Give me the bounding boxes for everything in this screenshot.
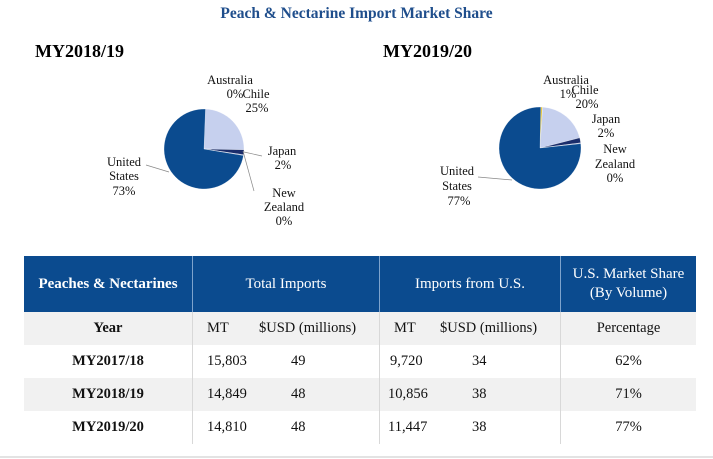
- label-australia-name: Australia: [207, 73, 253, 87]
- pie-title-2019-20: MY2019/20: [383, 41, 472, 61]
- subheader-year: Year: [24, 312, 193, 345]
- leader-us: [145, 164, 170, 173]
- row-total-usd: 49: [291, 353, 306, 369]
- label-us-name: United: [107, 155, 142, 169]
- leader-japan: [243, 151, 263, 157]
- row-share: 77%: [560, 411, 696, 444]
- row-total-usd: 48: [291, 419, 306, 435]
- row-us-mt: 10,856: [379, 378, 432, 411]
- subheader-us-mt: MT: [379, 312, 432, 345]
- label-japan-name: Japan: [268, 144, 297, 158]
- label-us-name2: States: [109, 169, 139, 183]
- pie-slice-chile: [203, 108, 245, 150]
- pie-slice-united-states: [498, 106, 582, 190]
- row-year: MY2017/18: [72, 353, 144, 369]
- pie-chart-2018-19: [163, 108, 245, 190]
- header-total-imports: Total Imports: [192, 256, 380, 312]
- row-share: 62%: [560, 345, 696, 378]
- label-nz-name: New: [272, 186, 296, 200]
- label-nz-name2: Zealand: [264, 200, 305, 214]
- row-us-mt: 9,720: [379, 345, 432, 378]
- row-us-mt: 11,447: [379, 411, 432, 444]
- pie1-labels: Australia 0% Chile 25% Japan 2% New Zeal…: [107, 73, 305, 228]
- table-row: MY2019/20 14,810 48 11,447 38 77%: [24, 411, 696, 444]
- row-total-mt: 14,849: [192, 378, 251, 411]
- label-us-value: 73%: [113, 184, 136, 198]
- label-japan-value: 2%: [598, 126, 615, 140]
- label-nz-value: 0%: [276, 214, 293, 228]
- header-row: Peaches & Nectarines Total Imports Impor…: [24, 256, 696, 312]
- label-australia-value: 0%: [227, 87, 244, 101]
- row-total-usd: 48: [251, 378, 380, 411]
- chart-title: Peach & Nectarine Import Market Share: [220, 5, 493, 22]
- label-australia-name: Australia: [543, 73, 589, 87]
- pie-title-2018-19: MY2018/19: [35, 41, 124, 61]
- table-row: MY2018/19 14,849 48 10,856 38 71%: [24, 378, 696, 411]
- label-us-name: United: [440, 164, 475, 178]
- label-japan-value: 2%: [275, 158, 292, 172]
- label-australia-value: 1%: [560, 87, 577, 101]
- label-nz-name: New: [603, 142, 627, 156]
- header-market-share-line1: U.S. Market Share: [572, 266, 685, 282]
- label-us-name2: States: [442, 179, 472, 193]
- subheader-percentage: Percentage: [560, 312, 696, 345]
- row-year: MY2019/20: [72, 419, 144, 435]
- pie2-labels: Australia 1% Chile 20% Japan 2% New Zeal…: [440, 73, 636, 208]
- bottom-divider: [0, 456, 713, 458]
- label-japan-name: Japan: [592, 112, 621, 126]
- row-us-usd: 34: [472, 353, 487, 369]
- label-nz-value: 0%: [607, 171, 624, 185]
- row-total-mt: 15,803: [192, 345, 251, 378]
- pie-slice-chile: [539, 106, 580, 149]
- row-year: MY2018/19: [24, 378, 193, 411]
- header-commodity: Peaches & Nectarines: [24, 256, 193, 312]
- label-nz-name2: Zealand: [595, 157, 636, 171]
- import-table: Peaches & Nectarines Total Imports Impor…: [24, 256, 696, 444]
- subheader-total-mt: MT: [192, 312, 251, 345]
- header-market-share: U.S. Market Share (By Volume): [560, 256, 696, 312]
- pie-charts: Australia 0% Chile 25% Japan 2% New Zeal…: [107, 73, 636, 228]
- leader-nz: [242, 150, 255, 192]
- label-chile-name: Chile: [242, 87, 270, 101]
- header-market-share-line2: (By Volume): [589, 285, 668, 301]
- subheader-us-usd: $USD (millions): [432, 312, 561, 345]
- row-share: 71%: [560, 378, 696, 411]
- header-imports-us: Imports from U.S.: [379, 256, 561, 312]
- table-row: MY2017/18 15,803 49 9,720 34 62%: [24, 345, 696, 378]
- pie-slice-united-states: [163, 108, 244, 190]
- row-us-usd: 38: [472, 419, 487, 435]
- label-chile-value: 20%: [576, 97, 599, 111]
- label-chile-value: 25%: [246, 101, 269, 115]
- pie-chart-2019-20: [498, 106, 582, 190]
- label-us-value: 77%: [448, 194, 471, 208]
- leader-us: [477, 176, 513, 181]
- label-chile-name: Chile: [571, 83, 599, 97]
- subheader-total-usd: $USD (millions): [251, 312, 380, 345]
- row-total-mt: 14,810: [192, 411, 251, 444]
- subheader-row: Year MT $USD (millions) MT $USD (million…: [24, 312, 696, 345]
- row-us-usd: 38: [432, 378, 561, 411]
